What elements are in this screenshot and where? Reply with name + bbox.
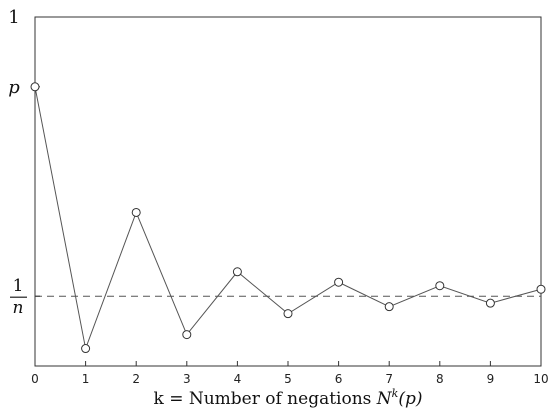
y-tick-label-numerator: 1 [13,276,24,296]
x-tick-label: 5 [284,372,292,386]
data-point [435,281,445,291]
x-tick-label: 9 [487,372,495,386]
data-point [131,207,141,217]
data-point [485,298,495,308]
x-axis-label-prefix: k = Number of negations [153,389,376,409]
data-point [384,302,394,312]
x-tick-label: 1 [82,372,90,386]
x-tick-label: 0 [31,372,39,386]
data-point [182,330,192,340]
series-markers [30,82,546,354]
x-axis-label-suffix: (p) [398,389,422,409]
data-point [334,277,344,287]
y-tick-label-denominator: n [13,298,24,318]
x-tick-label: 2 [132,372,140,386]
data-point [536,284,546,294]
data-point [232,267,242,277]
data-point [81,344,91,354]
x-ticks: 0 1 2 3 4 5 6 7 8 9 10 [31,361,549,386]
x-axis-label: k = Number of negations Nk(p) [153,387,422,409]
data-point [283,309,293,319]
data-point [30,82,40,92]
x-tick-label: 4 [234,372,242,386]
x-tick-label: 3 [183,372,191,386]
y-tick-label: p [8,77,20,98]
x-tick-label: 6 [335,372,343,386]
x-axis-label-symbol: N [376,389,393,409]
y-tick-label: 1 [8,7,19,28]
x-axis-label-superscript: k [392,387,399,400]
x-tick-label: 8 [436,372,444,386]
x-tick-label: 10 [533,372,548,386]
x-tick-label: 7 [385,372,393,386]
